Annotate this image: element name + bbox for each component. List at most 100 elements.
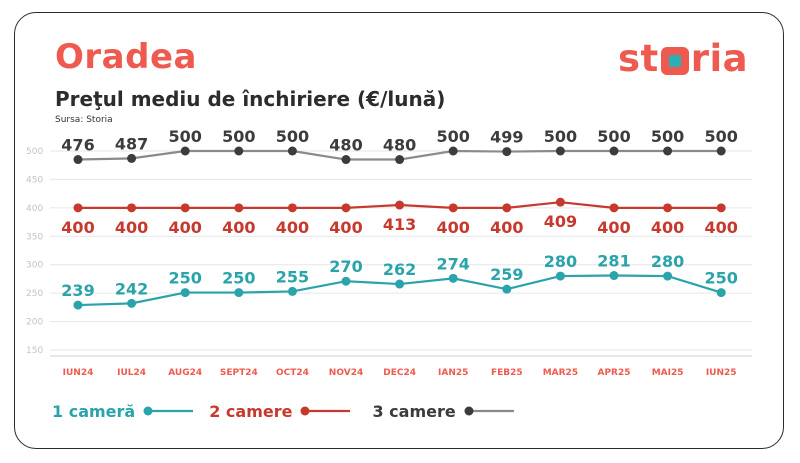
data-point — [341, 155, 351, 165]
data-point — [341, 276, 351, 286]
data-label: 500 — [436, 127, 469, 146]
legend-item: 3 camere — [372, 402, 515, 421]
data-point — [716, 288, 726, 298]
data-point — [234, 146, 244, 156]
legend-swatch-icon — [300, 406, 351, 416]
data-label: 400 — [61, 218, 94, 237]
data-label: 400 — [651, 218, 684, 237]
data-point — [609, 146, 619, 156]
data-point — [502, 284, 512, 294]
x-tick-label: FEB25 — [491, 368, 523, 378]
legend-swatch-icon — [143, 406, 194, 416]
chart-card — [14, 12, 784, 449]
data-label: 500 — [222, 127, 255, 146]
data-label: 500 — [544, 127, 577, 146]
y-tick-label: 400 — [26, 204, 43, 214]
data-point — [555, 197, 565, 207]
data-point — [663, 203, 673, 213]
data-point — [448, 273, 458, 283]
data-label: 400 — [436, 218, 469, 237]
data-point — [609, 203, 619, 213]
data-point — [73, 300, 83, 310]
x-tick-label: AUG24 — [168, 368, 202, 378]
data-point — [555, 146, 565, 156]
legend: 1 cameră 2 camere 3 camere — [52, 400, 536, 422]
data-label: 280 — [651, 252, 684, 271]
data-label: 281 — [597, 252, 630, 271]
y-tick-label: 500 — [26, 147, 43, 157]
data-point — [127, 298, 137, 308]
x-tick-label: MAR25 — [543, 368, 578, 378]
data-label: 400 — [276, 218, 309, 237]
data-point — [395, 155, 405, 165]
data-label: 400 — [168, 218, 201, 237]
data-point — [663, 271, 673, 281]
x-tick-label: IAN25 — [438, 368, 468, 378]
data-label: 413 — [383, 215, 416, 234]
data-point — [73, 155, 83, 165]
y-tick-label: 250 — [26, 289, 43, 299]
chart-subtitle: Preţul mediu de închiriere (€/lună) — [55, 87, 446, 111]
legend-label: 2 camere — [209, 401, 293, 421]
data-point — [555, 271, 565, 281]
data-label: 274 — [436, 254, 469, 273]
data-label: 480 — [329, 136, 362, 155]
data-label: 255 — [276, 267, 309, 286]
x-tick-label: IUL24 — [117, 368, 146, 378]
data-label: 242 — [115, 279, 148, 298]
data-point — [716, 203, 726, 213]
data-label: 500 — [168, 127, 201, 146]
logo-text-end: ria — [690, 37, 749, 80]
data-label: 480 — [383, 136, 416, 155]
x-tick-label: DEC24 — [383, 368, 416, 378]
data-label: 487 — [115, 134, 148, 153]
data-label: 476 — [61, 136, 94, 155]
chart-title: Oradea — [55, 37, 197, 77]
data-label: 409 — [544, 212, 577, 231]
logo-square-icon — [660, 46, 689, 75]
logo-text-start: st — [618, 37, 659, 80]
data-label: 500 — [651, 127, 684, 146]
y-tick-label: 200 — [26, 318, 43, 328]
data-label: 500 — [276, 127, 309, 146]
y-tick-label: 300 — [26, 261, 43, 271]
y-tick-label: 350 — [26, 232, 43, 242]
data-point — [180, 146, 190, 156]
y-tick-label: 150 — [26, 346, 43, 356]
data-point — [663, 146, 673, 156]
x-tick-label: OCT24 — [276, 368, 309, 378]
legend-label: 1 cameră — [52, 401, 136, 421]
data-label: 499 — [490, 128, 523, 147]
data-label: 500 — [597, 127, 630, 146]
data-point — [73, 203, 83, 213]
data-label: 400 — [490, 218, 523, 237]
data-point — [609, 271, 619, 281]
data-label: 400 — [115, 218, 148, 237]
data-point — [180, 203, 190, 213]
data-point — [287, 203, 297, 213]
data-point — [716, 146, 726, 156]
data-point — [448, 146, 458, 156]
storia-logo: st ria — [618, 40, 748, 77]
data-label: 259 — [490, 265, 523, 284]
data-point — [234, 203, 244, 213]
data-label: 250 — [704, 269, 737, 288]
data-label: 270 — [329, 257, 362, 276]
legend-swatch-icon — [464, 406, 514, 416]
source-note: Sursa: Storia — [55, 115, 113, 125]
data-point — [127, 203, 137, 213]
y-tick-label: 450 — [26, 175, 43, 185]
data-point — [395, 279, 405, 289]
data-label: 250 — [222, 269, 255, 288]
data-label: 400 — [597, 218, 630, 237]
x-tick-label: SEPT24 — [220, 368, 258, 378]
data-label: 500 — [704, 127, 737, 146]
data-point — [395, 200, 405, 210]
x-tick-label: MAI25 — [652, 368, 684, 378]
x-tick-label: IUN25 — [706, 368, 737, 378]
x-tick-label: APR25 — [597, 368, 630, 378]
data-point — [502, 203, 512, 213]
legend-label: 3 camere — [372, 401, 456, 421]
data-label: 400 — [704, 218, 737, 237]
